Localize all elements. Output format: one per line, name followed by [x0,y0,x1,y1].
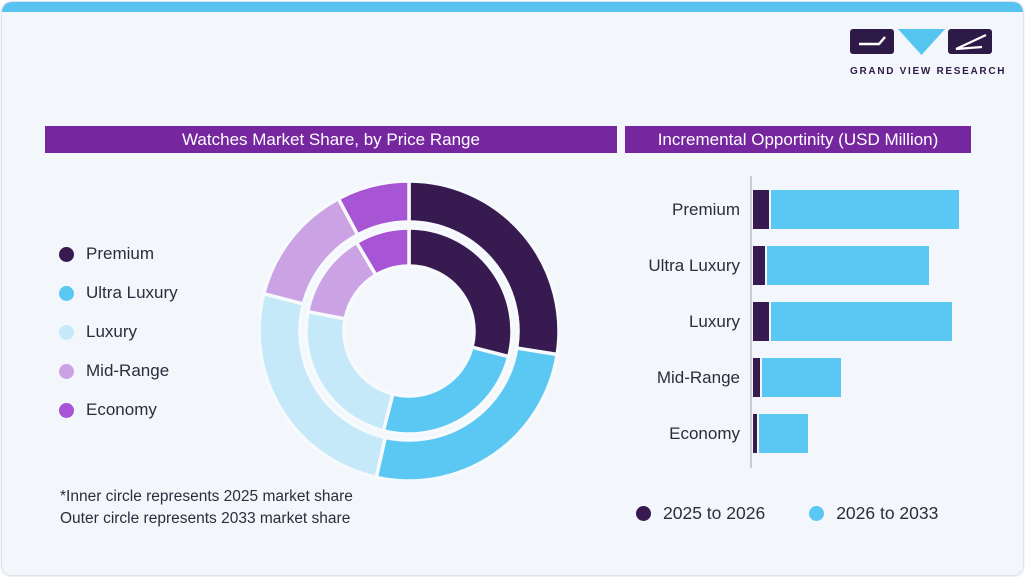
bar-category-label: Mid-Range [656,368,740,387]
legend-label: 2026 to 2033 [836,503,939,523]
bar-row-premium: Premium [632,190,997,229]
bar-row-mid-range: Mid-Range [632,358,997,397]
bar-category-label: Economy [669,424,740,443]
incremental-opportunity-chart: Premium Ultra Luxury Luxury Mid-Range [632,176,997,468]
legend-label: Mid-Range [86,361,170,380]
brand-name: GRAND VIEW RESEARCH [850,66,1007,77]
left-panel-title: Watches Market Share, by Price Range [45,126,617,153]
legend-swatch-luxury [59,324,74,340]
bar-segment-2026-2033 [767,246,930,285]
bar-segment-2025-2026 [753,190,769,229]
legend-label: Luxury [86,322,138,341]
legend-swatch-2026-2033 [809,506,825,521]
bar-category-label: Premium [671,200,740,219]
bar-segment-2025-2026 [753,358,760,397]
bar-track [753,246,930,285]
bar-row-luxury: Luxury [632,302,997,341]
bar-track [753,190,959,229]
bar-track [753,414,809,453]
top-accent-bar [2,2,1023,12]
donut-chart [257,179,561,483]
footnote-line-2: Outer circle represents 2033 market shar… [60,509,351,527]
bar-category-label: Luxury [688,312,740,331]
legend-swatch-2025-2026 [636,506,651,521]
bar-segment-2026-2033 [759,414,809,453]
bar-chart-axis [750,176,752,468]
legend-item-luxury: Luxury [59,322,178,342]
legend-swatch-ultra-luxury [59,285,74,301]
bar-row-economy: Economy [632,414,997,453]
bar-segment-2025-2026 [753,302,769,341]
donut-footnote: *Inner circle represents 2025 market sha… [60,486,353,529]
bar-category-label: Ultra Luxury [648,256,740,275]
bar-segment-2026-2033 [761,358,841,397]
brand-logo: GRAND VIEW RESEARCH [850,28,1007,77]
bar-segment-2026-2033 [770,302,953,341]
legend-swatch-economy [59,402,74,418]
legend-label: Economy [86,400,157,419]
legend-item-2026-2033: 2026 to 2033 [809,503,938,524]
right-panel-title: Incremental Opportinity (USD Million) [625,126,971,153]
footnote-line-1: *Inner circle represents 2025 market sha… [60,488,353,505]
bar-segment-2025-2026 [753,414,758,453]
legend-swatch-mid-range [59,363,74,379]
bar-row-ultra-luxury: Ultra Luxury [632,246,997,285]
legend-item-mid-range: Mid-Range [59,361,178,381]
legend-swatch-premium [59,246,74,262]
bar-segment-2025-2026 [753,246,766,285]
donut-legend: Premium Ultra Luxury Luxury Mid-Range Ec… [59,244,178,420]
bar-segment-2026-2033 [770,190,959,229]
legend-label: Premium [86,244,155,263]
gvr-logo-icon [850,29,992,55]
bar-track [753,302,953,341]
legend-item-ultra-luxury: Ultra Luxury [59,283,178,303]
bar-track [753,358,841,397]
bar-chart-legend: 2025 to 2026 2026 to 2033 [636,503,938,524]
legend-item-2025-2026: 2025 to 2026 [636,503,765,524]
legend-item-premium: Premium [59,244,178,264]
legend-label: 2025 to 2026 [663,503,766,523]
legend-item-economy: Economy [59,400,178,420]
legend-label: Ultra Luxury [86,283,178,302]
